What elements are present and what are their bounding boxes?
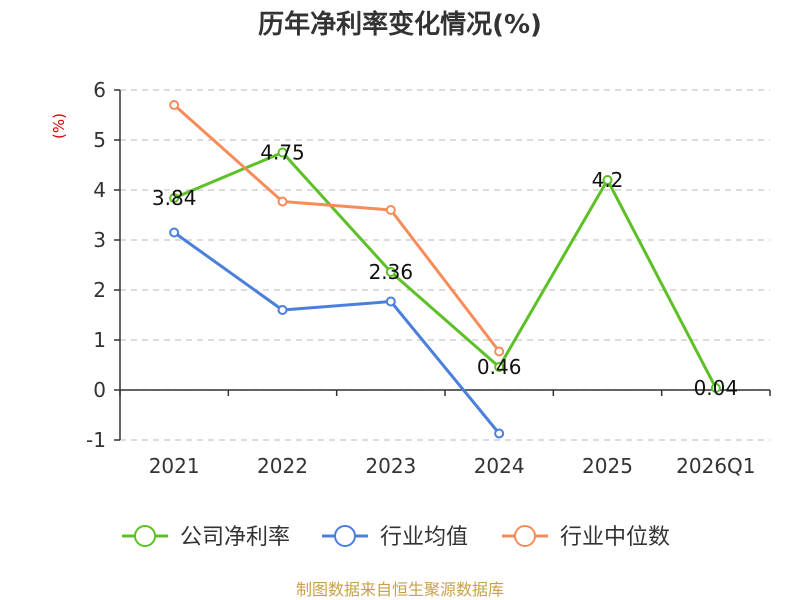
data-point [385, 267, 396, 277]
x-tick-label: 2025 [582, 454, 633, 478]
x-tick-label: 2023 [365, 454, 416, 478]
legend-label: 行业均值 [380, 525, 468, 550]
data-label: 2.36 [369, 260, 414, 284]
legend[interactable]: 公司净利率 行业均值 行业中位数 [122, 525, 670, 550]
y-tick-label: -1 [86, 428, 106, 452]
legend-item-2[interactable]: 行业均值 [322, 525, 468, 550]
y-tick-label: 5 [93, 128, 106, 152]
data-point [385, 296, 396, 307]
plot-area [169, 100, 721, 439]
legend-item-1[interactable]: 公司净利率 [122, 525, 290, 550]
legend-label: 行业中位数 [560, 525, 670, 550]
data-label: 3.84 [152, 186, 197, 210]
y-tick-label: 2 [93, 278, 106, 302]
series-line [173, 151, 718, 389]
data-point [277, 305, 288, 315]
data-source-note: 制图数据来自恒生聚源数据库 [296, 580, 504, 599]
data-point [169, 193, 180, 203]
data-point [710, 383, 721, 393]
y-tick-label: 6 [93, 78, 106, 102]
data-labels: 3.84 4.75 2.36 0.46 4.2 0.04 [152, 141, 738, 401]
y-axis-unit: (%) [50, 113, 68, 139]
chart-title: 历年净利率变化情况(%) [258, 9, 542, 40]
data-label: 0.04 [694, 376, 739, 400]
series-1 [169, 147, 721, 393]
series-line [173, 231, 501, 435]
y-tick-label: 1 [93, 328, 106, 352]
x-tick-label: 2022 [257, 454, 308, 478]
data-point [494, 428, 505, 439]
axes: -1 0 1 2 3 4 5 6 2021 2022 2023 2024 2025 2026Q1 [86, 78, 771, 478]
data-point [385, 205, 396, 215]
data-point [169, 227, 180, 238]
data-point [277, 196, 288, 207]
data-label: 4.75 [260, 141, 305, 165]
data-point [494, 346, 505, 357]
y-tick-label: 3 [93, 228, 106, 252]
data-point [169, 100, 180, 110]
x-tick-label: 2026Q1 [676, 454, 755, 478]
data-label: 4.2 [592, 168, 624, 192]
legend-item-3[interactable]: 行业中位数 [502, 525, 670, 550]
legend-swatch-marker [334, 525, 356, 547]
data-point [277, 147, 288, 158]
legend-label: 公司净利率 [180, 525, 290, 550]
legend-swatch-marker [514, 525, 536, 547]
data-label: 0.46 [477, 355, 522, 379]
series-3 [169, 100, 505, 357]
legend-swatch-marker [134, 525, 156, 547]
x-tick-label: 2024 [474, 454, 525, 478]
y-tick-label: 4 [93, 178, 106, 202]
series-2 [169, 227, 505, 439]
y-tick-label: 0 [93, 378, 106, 402]
data-point [494, 362, 505, 372]
data-point [602, 175, 613, 185]
x-tick-label: 2021 [149, 454, 200, 478]
series-line [173, 103, 501, 353]
